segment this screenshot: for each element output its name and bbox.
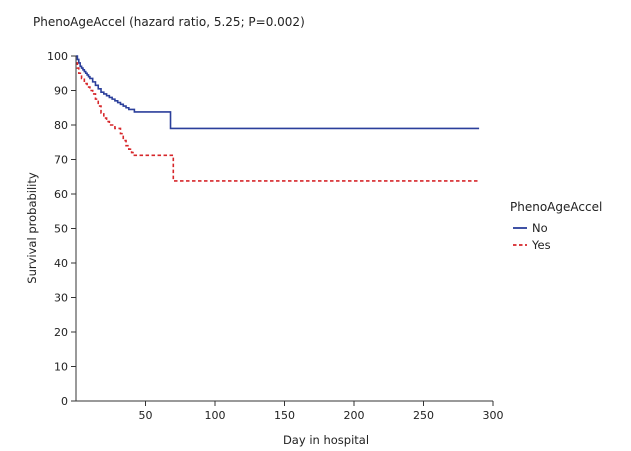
chart-title: PhenoAgeAccel (hazard ratio, 5.25; P=0.0… bbox=[33, 15, 305, 29]
x-tick-label: 100 bbox=[205, 409, 226, 422]
legend-label-no: No bbox=[532, 221, 548, 235]
plot-area bbox=[76, 55, 480, 182]
y-tick-label: 80 bbox=[54, 119, 68, 132]
y-tick-label: 90 bbox=[54, 85, 68, 98]
y-tick-label: 10 bbox=[54, 361, 68, 374]
y-tick-label: 20 bbox=[54, 326, 68, 339]
y-axis-ticks: 0 10 20 30 40 50 60 70 80 90 100 bbox=[47, 50, 76, 408]
y-tick-label: 40 bbox=[54, 257, 68, 270]
legend-items: No Yes bbox=[513, 221, 551, 252]
series-line-no bbox=[76, 55, 480, 130]
y-tick-label: 50 bbox=[54, 223, 68, 236]
legend: PhenoAgeAccel No Yes bbox=[510, 200, 602, 252]
x-tick-label: 300 bbox=[483, 409, 504, 422]
x-tick-label: 150 bbox=[274, 409, 295, 422]
series-line-yes bbox=[76, 62, 480, 182]
legend-title: PhenoAgeAccel bbox=[510, 200, 602, 214]
x-axis-label: Day in hospital bbox=[283, 433, 369, 447]
legend-label-yes: Yes bbox=[531, 238, 551, 252]
y-tick-label: 30 bbox=[54, 292, 68, 305]
y-tick-label: 100 bbox=[47, 50, 68, 63]
x-axis-ticks: 50 100 150 200 250 300 bbox=[139, 401, 504, 422]
y-axis-label: Survival probability bbox=[25, 172, 39, 284]
x-tick-label: 250 bbox=[413, 409, 434, 422]
y-tick-label: 70 bbox=[54, 154, 68, 167]
x-tick-label: 50 bbox=[139, 409, 153, 422]
y-tick-label: 0 bbox=[61, 395, 68, 408]
x-tick-label: 200 bbox=[344, 409, 365, 422]
y-tick-label: 60 bbox=[54, 188, 68, 201]
